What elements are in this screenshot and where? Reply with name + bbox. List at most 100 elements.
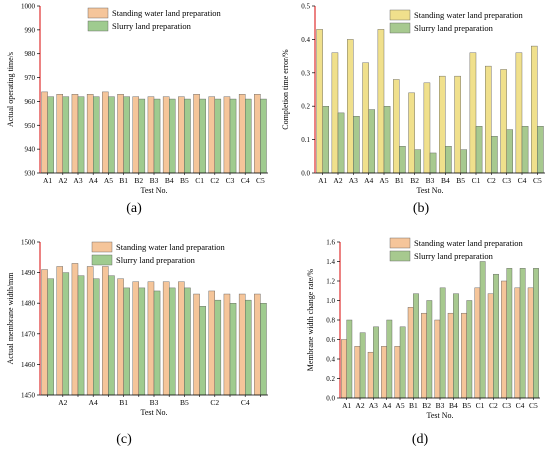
bar-standing-water-A1 xyxy=(341,339,347,399)
bar-standing-water-B4 xyxy=(447,312,454,399)
bar-slurry-A4 xyxy=(368,109,376,174)
y-tick-label: 930 xyxy=(25,170,36,178)
bar-standing-water-A3 xyxy=(71,263,79,396)
x-tick-label: A5 xyxy=(379,176,388,185)
panel-label: (d) xyxy=(412,432,429,447)
bar-slurry-C1 xyxy=(199,306,206,396)
bar-slurry-C2 xyxy=(491,136,498,174)
bar-slurry-C5 xyxy=(533,268,539,399)
y-tick-label: 1000 xyxy=(21,3,36,11)
x-tick-label: A1 xyxy=(342,401,351,410)
bar-standing-water-A4 xyxy=(381,346,387,399)
legend-label: Slurry land preparation xyxy=(414,251,494,261)
bar-standing-water-C5 xyxy=(254,94,261,174)
legend-label: Slurry land preparation xyxy=(112,21,192,31)
x-tick-label: A4 xyxy=(89,398,98,407)
x-tick-label: A2 xyxy=(355,401,364,410)
bar-slurry-B3 xyxy=(153,98,161,174)
y-tick-label: 1470 xyxy=(21,330,36,338)
bar-slurry-B1 xyxy=(123,96,130,174)
bar-slurry-C1 xyxy=(199,98,206,174)
bar-slurry-A5 xyxy=(108,96,115,174)
bar-slurry-A2 xyxy=(62,96,70,174)
y-tick-label: 990 xyxy=(25,26,36,34)
bar-standing-water-B1 xyxy=(117,278,124,396)
y-tick-label: 1490 xyxy=(21,269,36,277)
bar-slurry-B2 xyxy=(414,149,422,174)
y-tick-label: 0.8 xyxy=(326,317,335,325)
bar-standing-water-A2 xyxy=(56,266,64,396)
x-tick-label: B4 xyxy=(449,401,458,410)
legend: Standing water land preparation Slurry la… xyxy=(91,241,226,266)
bar-slurry-C2 xyxy=(214,98,222,174)
bar-standing-water-B2 xyxy=(132,281,140,396)
panel-label: (a) xyxy=(126,201,142,216)
x-tick-label: C4 xyxy=(516,401,525,410)
x-tick-label: A2 xyxy=(58,176,67,185)
bar-standing-water-B1 xyxy=(393,79,400,174)
x-tick-label: A3 xyxy=(349,176,358,185)
x-tick-label: B1 xyxy=(395,176,404,185)
bar-standing-water-C5 xyxy=(254,293,261,396)
y-axis-title: Actual membrane width/mm xyxy=(6,272,15,365)
y-tick-label: 0.4 xyxy=(326,356,335,364)
bar-standing-water-A4 xyxy=(86,266,94,396)
y-tick-label: 0.5 xyxy=(301,3,310,11)
y-tick-label: 0.2 xyxy=(301,103,310,111)
bar-slurry-A4 xyxy=(386,319,393,399)
x-tick-label: A2 xyxy=(58,398,67,407)
x-tick-label: A4 xyxy=(382,401,391,410)
x-tick-label: B2 xyxy=(134,176,143,185)
legend-swatch xyxy=(389,250,411,262)
bar-slurry-A1 xyxy=(322,105,330,174)
legend-swatch xyxy=(87,20,109,32)
legend-label: Standing water land preparation xyxy=(414,238,524,248)
chart-panel-3: 1450 1460 1470 1480 1490 1500 A2 A4 B1 B3 B5 C2 C4 Te… xyxy=(6,239,268,447)
panel-label: (b) xyxy=(413,201,430,216)
x-tick-label: C4 xyxy=(518,176,527,185)
bar-standing-water-B2 xyxy=(132,96,140,174)
x-tick-label: A3 xyxy=(369,401,378,410)
y-tick-label: 0.2 xyxy=(326,375,335,383)
bar-slurry-C4 xyxy=(244,299,252,396)
y-tick-label: 0.1 xyxy=(301,136,310,144)
bar-slurry-C3 xyxy=(506,268,513,399)
x-axis-title: Test No. xyxy=(141,408,168,417)
bar-standing-water-A2 xyxy=(331,52,339,174)
bar-standing-water-A2 xyxy=(56,94,64,174)
bar-standing-water-B4 xyxy=(439,75,446,174)
x-tick-label: A4 xyxy=(89,176,98,185)
x-tick-label: C3 xyxy=(226,176,235,185)
bar-standing-water-B3 xyxy=(423,82,431,174)
bar-standing-water-B4 xyxy=(162,281,170,396)
bar-standing-water-C4 xyxy=(238,293,246,396)
bar-standing-water-C3 xyxy=(223,96,231,174)
bar-standing-water-A3 xyxy=(347,39,354,174)
x-tick-label: C1 xyxy=(472,176,481,185)
bar-slurry-B5 xyxy=(460,149,468,174)
bar-slurry-A4 xyxy=(92,96,100,174)
bar-standing-water-B1 xyxy=(407,307,414,399)
legend-swatch xyxy=(389,9,411,21)
y-tick-label: 1500 xyxy=(21,239,36,247)
bar-standing-water-A5 xyxy=(394,346,401,399)
bar-slurry-B4 xyxy=(445,146,452,174)
x-tick-label: A3 xyxy=(73,176,82,185)
bar-standing-water-A3 xyxy=(71,94,79,174)
bar-slurry-A5 xyxy=(108,275,115,396)
bar-slurry-C1 xyxy=(475,126,483,174)
bar-standing-water-C1 xyxy=(193,293,200,396)
bar-standing-water-A1 xyxy=(316,29,323,174)
x-tick-label: A5 xyxy=(104,176,113,185)
bar-standing-water-C1 xyxy=(474,287,481,399)
bar-standing-water-C5 xyxy=(527,287,534,399)
x-tick-label: A1 xyxy=(43,176,52,185)
bar-slurry-B2 xyxy=(426,300,433,399)
x-tick-label: C3 xyxy=(502,176,511,185)
bar-slurry-B3 xyxy=(153,290,161,396)
x-tick-label: B2 xyxy=(410,176,419,185)
bar-standing-water-C5 xyxy=(531,45,538,174)
bar-standing-water-B5 xyxy=(178,96,185,174)
bar-standing-water-C4 xyxy=(238,94,246,174)
